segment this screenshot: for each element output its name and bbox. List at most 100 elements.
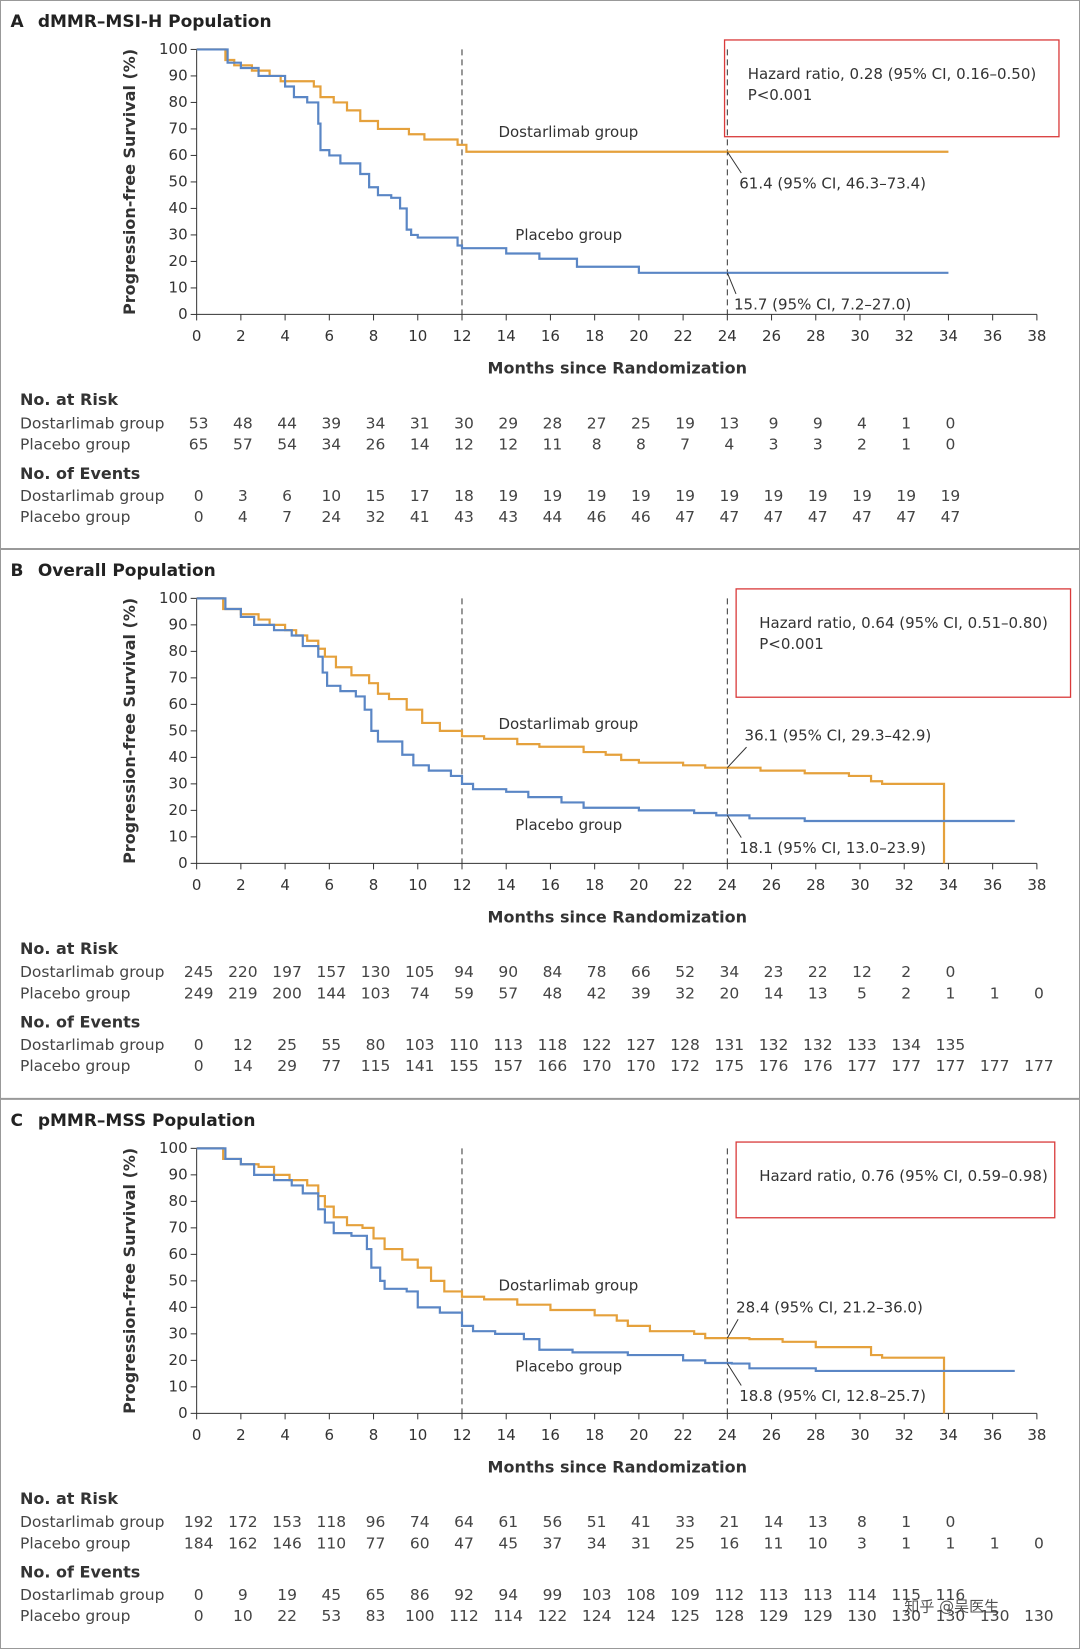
x-tick-label: 26 [762,1426,781,1444]
annotation-leader [726,746,747,769]
x-tick-label: 22 [674,327,693,345]
table-cell: 52 [675,963,695,981]
curve-label: Placebo group [515,1358,622,1376]
table-cell: 115 [361,1057,391,1075]
curve-label: Placebo group [515,816,622,834]
x-tick-label: 28 [806,876,825,894]
table-cell: 37 [543,1534,563,1552]
table-cell: 177 [891,1057,921,1075]
table-cell: 19 [896,487,916,505]
table-cell: 2 [901,984,911,1002]
y-tick-label: 60 [169,1245,188,1263]
x-tick-label: 22 [674,1426,693,1444]
table-cell: 0 [946,963,956,981]
table-cell: 19 [941,487,961,505]
table-cell: 141 [405,1057,435,1075]
table-cell: 10 [233,1607,253,1625]
y-tick-label: 50 [169,1271,188,1289]
table-cell: 46 [631,508,651,526]
table-cell: 48 [233,414,253,432]
y-tick-label: 60 [169,146,188,164]
table-cell: 3 [813,435,823,453]
chart-title: pMMR–MSS Population [38,1111,256,1131]
table-cell: 19 [764,487,784,505]
table-cell: 77 [366,1534,386,1552]
table-row-name: Placebo group [20,1057,130,1075]
table-cell: 1 [901,414,911,432]
y-tick-label: 50 [169,172,188,190]
table-cell: 170 [582,1057,612,1075]
hazard-text: P<0.001 [748,86,813,104]
x-tick-label: 8 [369,876,379,894]
table-row-name: Placebo group [20,435,130,453]
table-cell: 153 [272,1513,302,1531]
table-cell: 28 [543,414,563,432]
table-cell: 112 [715,1586,745,1604]
y-tick-label: 30 [169,774,188,792]
x-tick-label: 24 [718,1426,737,1444]
y-axis-title: Progression-free Survival (%) [120,49,139,315]
x-tick-label: 10 [408,327,427,345]
table-cell: 245 [184,963,214,981]
x-tick-label: 32 [895,876,914,894]
table-cell: 45 [321,1586,341,1604]
x-tick-label: 18 [585,876,604,894]
y-tick-label: 0 [178,1404,188,1422]
table-title: No. of Events [20,1563,140,1582]
x-tick-label: 30 [850,327,869,345]
table-cell: 39 [321,414,341,432]
table-cell: 249 [184,984,214,1002]
table-cell: 41 [631,1513,651,1531]
table-cell: 19 [587,487,607,505]
table-cell: 113 [803,1586,833,1604]
table-cell: 105 [405,963,435,981]
table-cell: 3 [238,487,248,505]
table-title: No. at Risk [20,939,118,958]
annotation-leader [726,1318,739,1339]
table-cell: 60 [410,1534,430,1552]
table-cell: 118 [538,1036,568,1054]
table-cell: 166 [538,1057,568,1075]
table-cell: 45 [498,1534,518,1552]
table-title: No. of Events [20,1013,140,1032]
table-cell: 12 [454,435,474,453]
table-cell: 99 [543,1586,563,1604]
watermark: 知乎 @吴医生 [904,1597,999,1615]
x-tick-label: 12 [452,876,471,894]
annotation-text: 18.1 (95% CI, 13.0–23.9) [739,839,926,857]
table-cell: 65 [366,1586,386,1604]
hazard-text: Hazard ratio, 0.76 (95% CI, 0.59–0.98) [759,1167,1048,1185]
survival-curve [196,1147,1015,1373]
y-tick-label: 40 [169,1298,188,1316]
table-cell: 13 [808,1513,828,1531]
table-cell: 115 [891,1586,921,1604]
table-cell: 176 [759,1057,789,1075]
survival-curve [196,1147,946,1414]
y-tick-label: 90 [169,66,188,84]
annotation-text: 28.4 (95% CI, 21.2–36.0) [736,1299,923,1317]
x-tick-label: 14 [497,327,516,345]
table-cell: 17 [410,487,430,505]
x-tick-label: 2 [236,1426,246,1444]
table-cell: 220 [228,963,258,981]
table-cell: 26 [366,435,386,453]
table-cell: 134 [891,1036,921,1054]
table-cell: 11 [764,1534,784,1552]
table-cell: 109 [670,1586,700,1604]
table-cell: 172 [228,1513,258,1531]
table-cell: 108 [626,1586,656,1604]
x-tick-label: 26 [762,876,781,894]
x-tick-label: 26 [762,327,781,345]
table-cell: 13 [808,984,828,1002]
table-cell: 3 [769,435,779,453]
chart-title: dMMR–MSI-H Population [38,12,272,32]
table-cell: 25 [631,414,651,432]
table-cell: 130 [980,1607,1010,1625]
x-tick-label: 4 [280,327,290,345]
table-cell: 21 [719,1513,739,1531]
x-tick-label: 4 [280,1426,290,1444]
table-cell: 0 [946,414,956,432]
y-tick-label: 70 [169,119,188,137]
table-cell: 32 [366,508,386,526]
